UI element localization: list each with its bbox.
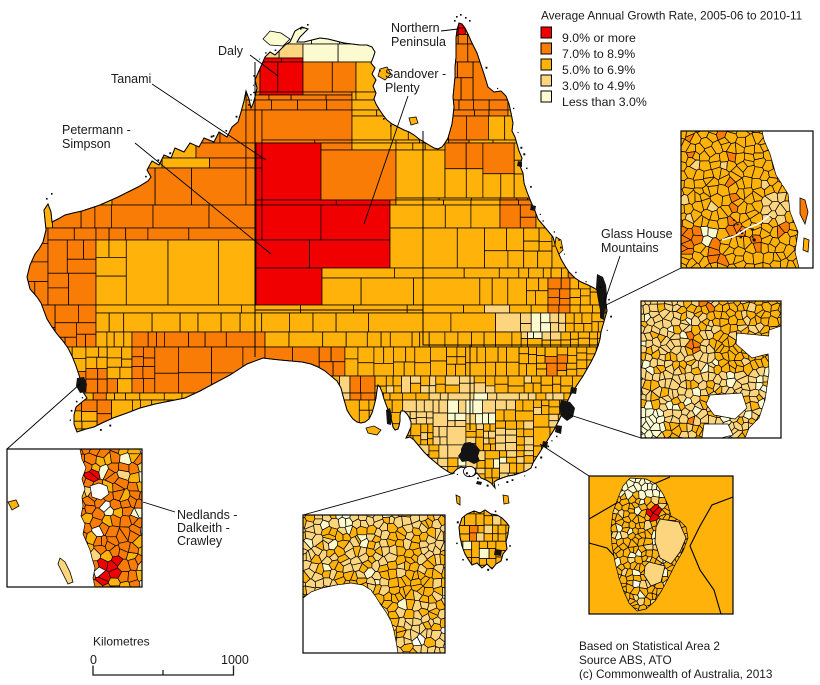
svg-text:Less than 3.0%: Less than 3.0%	[562, 95, 647, 109]
svg-text:0: 0	[90, 653, 97, 667]
svg-text:1000: 1000	[221, 653, 249, 667]
svg-text:5.0% to 6.9%: 5.0% to 6.9%	[562, 63, 635, 77]
svg-text:Based on Statistical Area 2: Based on Statistical Area 2	[579, 639, 720, 653]
svg-text:Mountains: Mountains	[601, 241, 659, 255]
svg-text:Northern: Northern	[391, 21, 440, 35]
svg-text:Peninsula: Peninsula	[391, 35, 446, 49]
svg-text:Glass House: Glass House	[601, 227, 673, 241]
svg-text:Petermann -: Petermann -	[62, 123, 131, 137]
svg-text:Source ABS, ATO: Source ABS, ATO	[579, 653, 672, 667]
svg-text:9.0% or more: 9.0% or more	[562, 31, 636, 45]
svg-text:Average Annual Growth Rate, 20: Average Annual Growth Rate, 2005-06 to 2…	[541, 9, 802, 23]
svg-text:Kilometres: Kilometres	[93, 635, 150, 649]
svg-text:7.0% to 8.9%: 7.0% to 8.9%	[562, 47, 635, 61]
svg-text:Crawley: Crawley	[177, 534, 223, 548]
svg-text:(c) Commonwealth of Australia,: (c) Commonwealth of Australia, 2013	[579, 667, 773, 680]
svg-text:3.0% to 4.9%: 3.0% to 4.9%	[562, 79, 635, 93]
svg-text:Tanami: Tanami	[111, 72, 151, 86]
svg-text:Plenty: Plenty	[385, 81, 420, 95]
svg-text:Sandover -: Sandover -	[385, 67, 446, 81]
svg-text:Simpson: Simpson	[62, 137, 111, 151]
svg-text:Dalkeith -: Dalkeith -	[177, 521, 230, 535]
svg-text:Daly: Daly	[218, 44, 244, 58]
svg-text:Nedlands -: Nedlands -	[177, 508, 237, 522]
